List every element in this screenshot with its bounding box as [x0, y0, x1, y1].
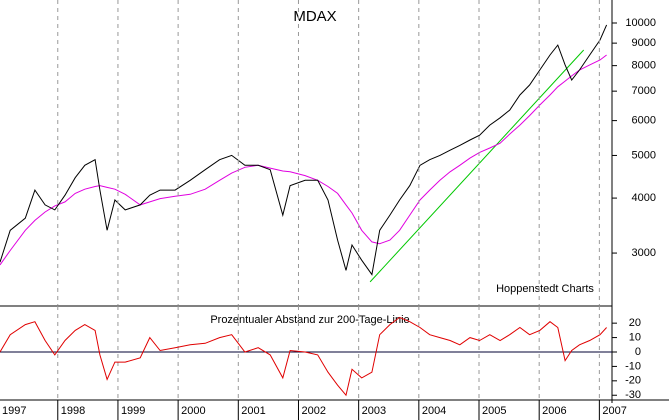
- x-tick-label: 2007: [602, 405, 626, 417]
- y-tick-label: 4000: [632, 192, 656, 204]
- y-tick-label: 3000: [632, 247, 656, 259]
- y-tick-label: 8000: [632, 60, 656, 72]
- x-tick-label: 1997: [2, 405, 26, 417]
- x-tick-label: 2002: [301, 405, 325, 417]
- x-tick-label: 1999: [121, 405, 145, 417]
- x-tick-label: 2001: [241, 405, 265, 417]
- y-tick-label: -10: [625, 360, 641, 372]
- y-tick-label: 20: [629, 317, 641, 329]
- y-tick-label: 10: [629, 331, 641, 343]
- y-tick-label: -20: [625, 375, 641, 387]
- series-line: [0, 316, 607, 397]
- x-tick-label: 2006: [542, 405, 566, 417]
- y-tick-label: 7000: [632, 85, 656, 97]
- x-tick-label: 2003: [362, 405, 386, 417]
- y-tick-label: 5000: [632, 149, 656, 161]
- y-tick-label: 6000: [632, 115, 656, 127]
- x-tick-label: 2005: [482, 405, 506, 417]
- series-line: [0, 24, 608, 276]
- x-tick-label: 2004: [422, 405, 446, 417]
- trend-line: [369, 49, 585, 283]
- chart-title: MDAX: [293, 8, 336, 25]
- y-tick-label: 10000: [625, 17, 656, 29]
- x-tick-label: 1998: [61, 405, 85, 417]
- y-tick-label: 9000: [632, 37, 656, 49]
- y-tick-label: 0: [635, 346, 641, 358]
- panel-title: Prozentualer Abstand zur 200-Tage-Linie: [210, 314, 409, 326]
- y-tick-label: -30: [625, 389, 641, 401]
- x-tick-label: 2000: [181, 405, 205, 417]
- source-annotation: Hoppenstedt Charts: [496, 283, 594, 295]
